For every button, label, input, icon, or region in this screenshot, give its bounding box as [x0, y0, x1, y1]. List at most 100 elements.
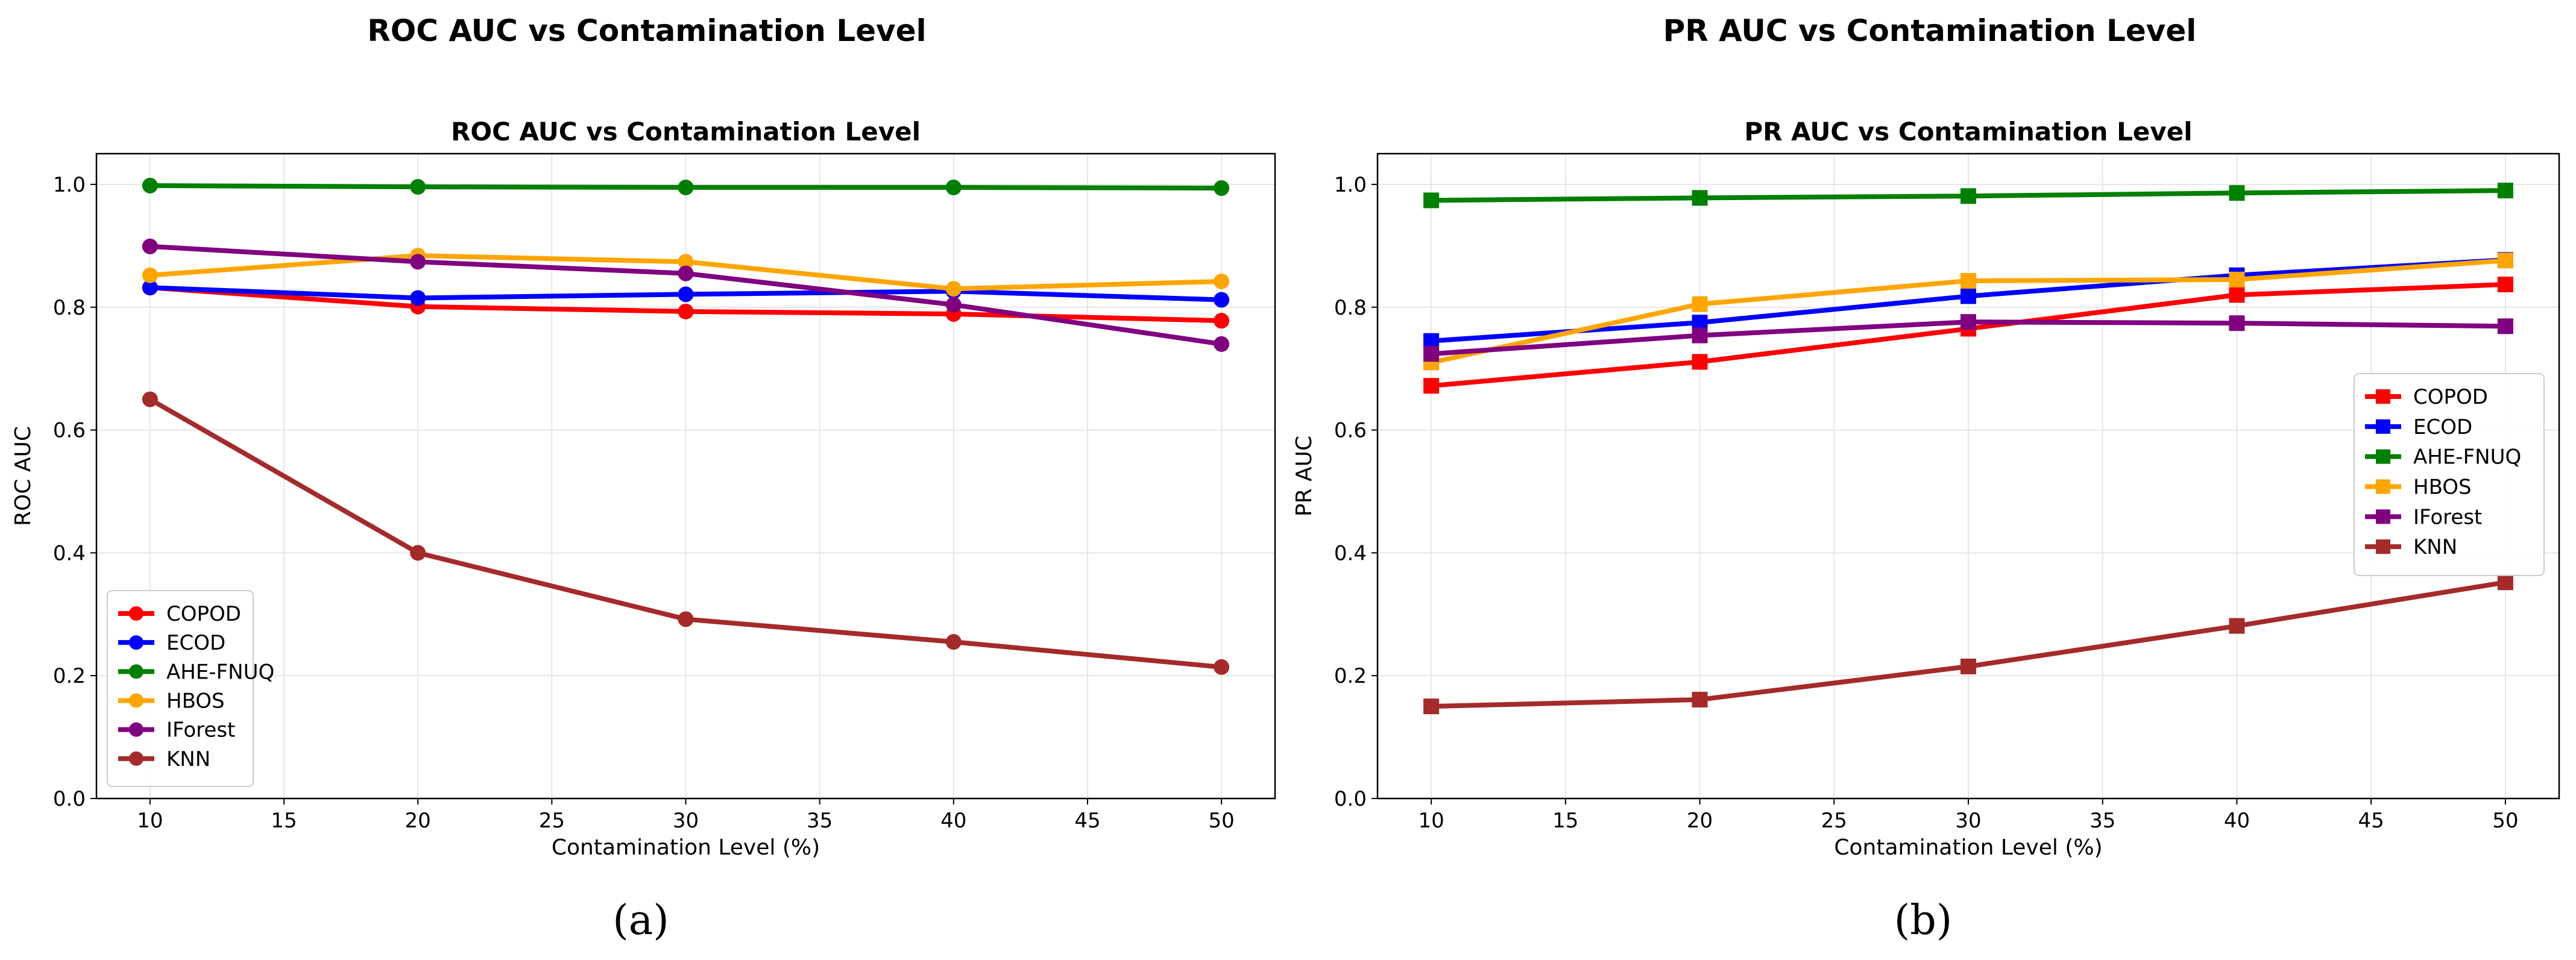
x-tick-label: 45: [2358, 809, 2384, 833]
x-tick-label: 20: [405, 809, 431, 833]
legend-marker-copod: [129, 606, 143, 621]
data-point-iforest: [410, 254, 426, 270]
data-point-ecod: [1960, 288, 1976, 304]
data-point-ahe-fnuq: [1423, 192, 1440, 209]
data-point-knn: [945, 634, 962, 650]
y-axis-label: ROC AUC: [11, 426, 36, 526]
y-tick-label: 0.8: [53, 296, 86, 320]
legend-label-knn: KNN: [2413, 535, 2457, 559]
legend-label-ahe-fnuq: AHE-FNUQ: [2413, 445, 2521, 469]
data-point-hbos: [945, 281, 962, 297]
data-point-ahe-fnuq: [2229, 185, 2245, 201]
x-tick-label: 30: [1955, 809, 1981, 833]
data-point-ahe-fnuq: [1960, 188, 1976, 204]
data-point-hbos: [1214, 273, 1230, 289]
legend: COPOD ECOD AHE-FNUQ HBOS IForest KNN: [107, 590, 274, 787]
plot-frame: [1376, 152, 2560, 800]
legend-marker-ecod: [2376, 419, 2390, 434]
data-point-iforest: [678, 265, 694, 281]
plot-frame: [95, 152, 1276, 800]
x-tick-label: 45: [1074, 809, 1100, 833]
legend-marker-copod: [2376, 389, 2390, 404]
x-tick-label: 25: [539, 809, 565, 833]
data-point-copod: [1692, 354, 1708, 370]
figure-title-roc: ROC AUC vs Contamination Level: [367, 13, 927, 48]
y-tick-label: 1.0: [1334, 173, 1367, 197]
data-point-iforest: [2229, 315, 2245, 331]
x-tick-label: 50: [1209, 809, 1235, 833]
y-tick-label: 0.6: [53, 419, 86, 443]
y-tick-label: 0.8: [1334, 296, 1367, 320]
data-point-knn: [1214, 659, 1230, 675]
data-point-knn: [142, 391, 158, 407]
x-tick-label: 50: [2492, 809, 2518, 833]
x-tick-label: 20: [1687, 809, 1713, 833]
data-point-iforest: [1692, 327, 1708, 344]
x-tick-label: 15: [1552, 809, 1578, 833]
legend-box: [2354, 373, 2545, 576]
y-tick-label: 0.6: [1334, 419, 1367, 443]
caption-b: (b): [1894, 897, 1953, 944]
legend-marker-hbos: [129, 693, 143, 708]
x-tick-label: 15: [271, 809, 297, 833]
legend-marker-knn: [129, 751, 143, 766]
data-point-ahe-fnuq: [945, 180, 962, 196]
legend-label-iforest: IForest: [166, 718, 235, 742]
data-point-knn: [678, 611, 694, 627]
data-point-iforest: [1960, 314, 1976, 330]
data-point-hbos: [678, 254, 694, 270]
legend-label-hbos: HBOS: [2413, 475, 2472, 500]
data-point-knn: [2497, 574, 2513, 591]
data-point-hbos: [2229, 271, 2245, 287]
x-tick-label: 10: [137, 809, 163, 833]
x-axis-label: Contamination Level (%): [552, 835, 820, 860]
caption-a: (a): [613, 897, 669, 944]
data-point-knn: [1423, 698, 1440, 715]
data-point-copod: [2229, 287, 2245, 303]
legend-box: [107, 590, 254, 787]
data-point-iforest: [1214, 336, 1230, 352]
data-point-hbos: [2497, 253, 2513, 269]
figure-title-pr: PR AUC vs Contamination Level: [1663, 13, 2197, 48]
data-point-ahe-fnuq: [410, 179, 426, 195]
y-tick-label: 0.2: [53, 664, 86, 688]
chart-pr: 10 15 20 25 30 35 40 45 50 0.0 0.2 0.4 0.6 0.8 1.0 PR A…: [1292, 117, 2560, 860]
legend-label-ecod: ECOD: [2413, 415, 2472, 439]
y-tick-label: 0.2: [1334, 664, 1367, 688]
x-tick-label: 25: [1821, 809, 1847, 833]
data-point-iforest: [945, 296, 962, 313]
legend-marker-ecod: [129, 635, 143, 650]
y-axis-label: PR AUC: [1292, 436, 1317, 516]
data-point-ahe-fnuq: [2497, 183, 2513, 199]
data-point-ahe-fnuq: [678, 180, 694, 196]
data-point-iforest: [1423, 346, 1440, 362]
data-point-knn: [410, 545, 426, 561]
legend-label-ahe-fnuq: AHE-FNUQ: [166, 660, 274, 684]
legend: COPOD ECOD AHE-FNUQ HBOS IForest KNN: [2354, 373, 2545, 576]
data-point-ecod: [678, 286, 694, 303]
chart-roc: 10 15 20 25 30 35 40 45 50 0.0 0.2 0.4 0.6 0.8 1.0 ROC …: [11, 117, 1276, 860]
legend-marker-ahe-fnuq: [2376, 449, 2390, 464]
y-tick-label: 0.0: [1334, 787, 1367, 811]
legend-marker-iforest: [129, 722, 143, 737]
data-point-ecod: [1214, 292, 1230, 308]
data-point-copod: [1423, 378, 1440, 394]
legend-label-iforest: IForest: [2413, 505, 2482, 529]
data-point-iforest: [142, 238, 158, 254]
data-point-ahe-fnuq: [142, 177, 158, 193]
data-point-hbos: [142, 267, 158, 283]
x-tick-label: 10: [1418, 809, 1444, 833]
y-tick-label: 0.4: [1334, 541, 1367, 565]
data-point-ahe-fnuq: [1692, 190, 1708, 206]
data-point-copod: [2497, 277, 2513, 293]
data-point-knn: [1692, 691, 1708, 707]
plot-title: PR AUC vs Contamination Level: [1744, 117, 2192, 146]
legend-label-copod: COPOD: [166, 602, 241, 626]
legend-marker-knn: [2376, 539, 2390, 554]
data-point-hbos: [1692, 296, 1708, 312]
x-tick-label: 40: [2224, 809, 2250, 833]
data-point-iforest: [2497, 318, 2513, 334]
data-point-copod: [678, 303, 694, 319]
x-axis-label: Contamination Level (%): [1834, 835, 2102, 860]
